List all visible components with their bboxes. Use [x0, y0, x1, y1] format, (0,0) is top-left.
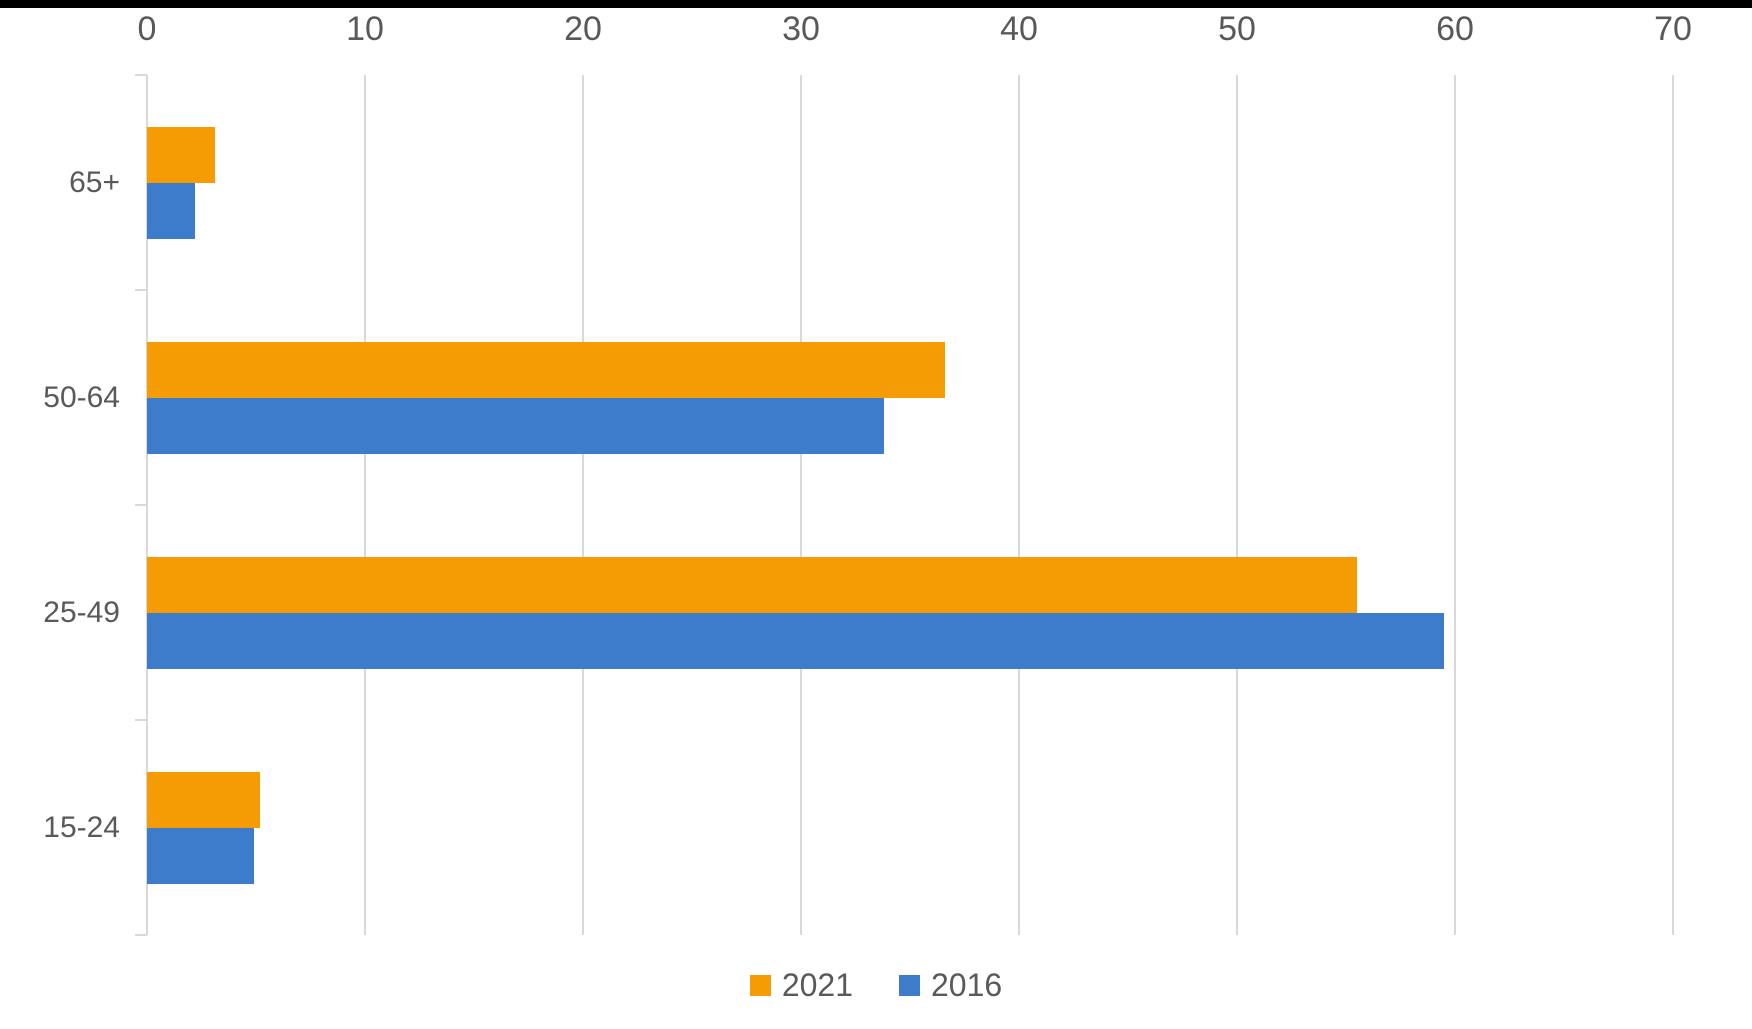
legend-swatch-2016	[899, 974, 920, 996]
gridline	[1672, 75, 1674, 935]
x-tick-label: 60	[1436, 10, 1474, 48]
category-label: 25-49	[43, 595, 120, 629]
category-label: 15-24	[43, 810, 120, 844]
category-label: 50-64	[43, 380, 120, 414]
x-tick-label: 10	[346, 10, 384, 48]
gridline	[1018, 75, 1020, 935]
x-tick-label: 0	[137, 10, 157, 48]
x-tick-label: 50	[1218, 10, 1256, 48]
bar-2016-25-49	[147, 613, 1445, 669]
legend-item-2016: 2016	[899, 967, 1002, 1004]
bar-2021-65+	[147, 127, 215, 183]
axis-tick	[135, 719, 147, 721]
y-axis-line	[146, 75, 148, 935]
bar-2016-15-24	[147, 828, 254, 884]
axis-tick	[135, 289, 147, 291]
axis-tick	[135, 74, 147, 76]
legend-item-2021: 2021	[749, 966, 853, 1004]
axis-tick	[135, 504, 147, 506]
x-tick-label: 20	[564, 10, 602, 48]
bar-2016-50-64	[147, 398, 884, 454]
legend-label-2021: 2021	[781, 966, 853, 1003]
bar-2016-65+	[147, 183, 195, 239]
gridline	[1236, 75, 1238, 935]
bar-2021-50-64	[147, 342, 945, 398]
x-tick-label: 40	[1000, 10, 1038, 48]
gridline	[364, 75, 366, 935]
bar-2021-25-49	[147, 557, 1357, 613]
legend-label-2016: 2016	[931, 966, 1003, 1003]
top-border-bar	[0, 0, 1752, 8]
x-tick-label: 70	[1654, 10, 1692, 48]
x-tick-label: 30	[782, 10, 820, 48]
gridline	[800, 75, 802, 935]
category-label: 65+	[69, 165, 120, 199]
gridline	[1454, 75, 1456, 935]
legend-swatch-2021	[749, 974, 771, 996]
axis-tick	[135, 934, 147, 936]
gridline	[582, 75, 584, 935]
bar-2021-15-24	[147, 772, 261, 828]
chart-legend: 2021 2016	[0, 960, 1752, 1010]
